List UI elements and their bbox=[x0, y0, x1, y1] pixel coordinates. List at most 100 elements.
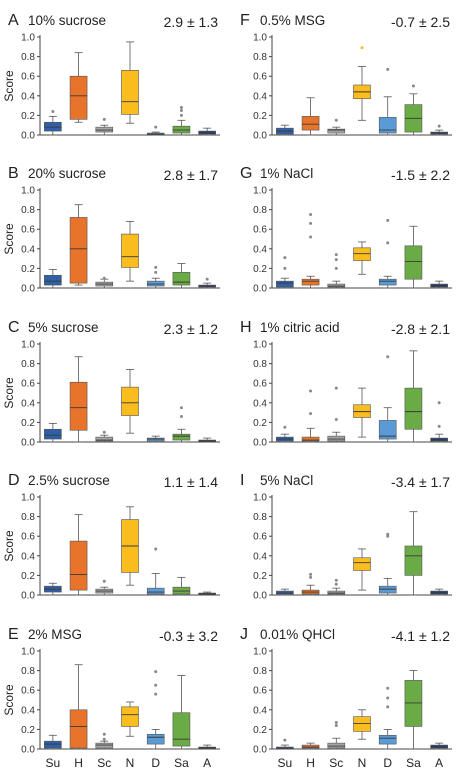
outlier-point bbox=[154, 270, 158, 274]
y-tick-label: 1.0 bbox=[21, 33, 35, 44]
outlier-point bbox=[309, 575, 313, 579]
panel-letter: H bbox=[240, 319, 252, 336]
outlier-point bbox=[154, 547, 158, 551]
y-tick-label: 0.4 bbox=[21, 705, 35, 716]
outlier-point bbox=[386, 67, 390, 71]
box-h bbox=[69, 217, 88, 284]
x-tick-label: H bbox=[306, 756, 315, 770]
box-sa bbox=[172, 712, 191, 747]
panel-title: 0.5% MSG bbox=[260, 13, 325, 28]
y-tick-label: 0.4 bbox=[253, 398, 267, 409]
x-tick-label: Sc bbox=[329, 756, 343, 770]
y-tick-label: 0.0 bbox=[253, 284, 267, 295]
outlier-point bbox=[102, 276, 106, 280]
box-sa bbox=[172, 433, 191, 441]
outlier-point bbox=[179, 415, 183, 419]
box-a bbox=[430, 437, 448, 442]
panel-letter: I bbox=[240, 472, 244, 489]
box-su bbox=[276, 280, 294, 288]
y-axis-label: Score bbox=[2, 70, 16, 102]
panel-stat: -3.4 ± 1.7 bbox=[391, 474, 450, 490]
y-tick-label: 0.2 bbox=[253, 111, 267, 122]
box-sc bbox=[95, 126, 114, 133]
outlier-point bbox=[309, 412, 313, 416]
outlier-point bbox=[437, 124, 441, 128]
box-d bbox=[146, 280, 165, 287]
box-n bbox=[353, 404, 371, 418]
panel-stat: -0.3 ± 3.2 bbox=[159, 628, 218, 644]
panel-title: 2% MSG bbox=[28, 627, 82, 642]
box-sa bbox=[172, 125, 191, 134]
y-tick-label: 0.8 bbox=[253, 666, 267, 677]
panel-letter: F bbox=[240, 12, 250, 29]
outlier-point bbox=[179, 106, 183, 110]
y-tick-label: 0.0 bbox=[21, 131, 35, 142]
panel-title: 0.01% QHCl bbox=[260, 627, 335, 642]
y-tick-label: 0.8 bbox=[253, 205, 267, 216]
outlier-point bbox=[102, 579, 106, 583]
box-sc bbox=[327, 283, 346, 288]
outlier-point bbox=[334, 386, 338, 390]
y-tick-label: 0.4 bbox=[21, 91, 35, 102]
y-tick-label: 1.0 bbox=[253, 340, 267, 351]
outlier-point bbox=[309, 389, 313, 393]
x-tick-label: Sc bbox=[97, 756, 111, 770]
outlier-point bbox=[334, 253, 338, 257]
outlier-point bbox=[334, 417, 338, 421]
panel-stat: -0.7 ± 2.5 bbox=[391, 14, 450, 30]
box-sc bbox=[327, 590, 346, 595]
box-h bbox=[301, 116, 320, 131]
box-sc bbox=[327, 128, 346, 134]
y-tick-label: 0.2 bbox=[21, 725, 35, 736]
outlier-point bbox=[283, 266, 287, 270]
outlier-point bbox=[334, 118, 338, 122]
y-tick-label: 1.0 bbox=[21, 647, 35, 658]
box-h bbox=[301, 436, 320, 442]
box-sc bbox=[95, 742, 114, 749]
box-a bbox=[198, 130, 216, 135]
y-tick-label: 0.2 bbox=[253, 571, 267, 582]
y-tick-label: 0.6 bbox=[21, 225, 35, 236]
outlier-point bbox=[309, 213, 313, 216]
outlier-point bbox=[102, 737, 106, 741]
panel-stat: 1.1 ± 1.4 bbox=[164, 474, 219, 490]
y-tick-label: 0.4 bbox=[253, 551, 267, 562]
x-tick-label: Su bbox=[278, 756, 293, 770]
y-tick-label: 0.2 bbox=[21, 418, 35, 429]
y-tick-label: 0.8 bbox=[21, 205, 35, 216]
outlier-point bbox=[102, 732, 106, 736]
box-su bbox=[44, 274, 62, 286]
box-sa bbox=[404, 245, 423, 280]
box-a bbox=[430, 744, 448, 749]
y-tick-label: 0.6 bbox=[21, 686, 35, 697]
box-n bbox=[121, 386, 139, 416]
panel-letter: E bbox=[8, 626, 19, 643]
outlier-point bbox=[154, 692, 158, 696]
y-tick-label: 0.8 bbox=[21, 512, 35, 523]
panel-title: 2.5% sucrose bbox=[28, 473, 110, 488]
box-sa bbox=[404, 545, 423, 576]
y-tick-label: 0.2 bbox=[21, 571, 35, 582]
box-sa bbox=[172, 586, 191, 595]
outlier-point bbox=[386, 241, 390, 245]
y-tick-label: 0.0 bbox=[21, 284, 35, 295]
outlier-point bbox=[102, 117, 106, 121]
outlier-point bbox=[154, 265, 158, 269]
x-tick-label: N bbox=[358, 756, 367, 770]
y-tick-label: 1.0 bbox=[253, 33, 267, 44]
panel-title: 1% citric acid bbox=[260, 320, 340, 335]
x-tick-label: D bbox=[151, 756, 160, 770]
box-d bbox=[378, 420, 397, 440]
x-tick-label: H bbox=[74, 756, 83, 770]
outlier-point bbox=[386, 705, 390, 709]
box-su bbox=[44, 740, 62, 749]
y-tick-label: 0.0 bbox=[253, 745, 267, 756]
box-d bbox=[378, 278, 397, 286]
x-tick-label: A bbox=[203, 756, 211, 770]
outlier-point bbox=[283, 256, 287, 260]
y-tick-label: 1.0 bbox=[253, 647, 267, 658]
y-tick-label: 0.2 bbox=[21, 111, 35, 122]
panel-letter: J bbox=[240, 626, 248, 643]
y-tick-label: 0.6 bbox=[253, 379, 267, 390]
y-tick-label: 0.0 bbox=[21, 591, 35, 602]
